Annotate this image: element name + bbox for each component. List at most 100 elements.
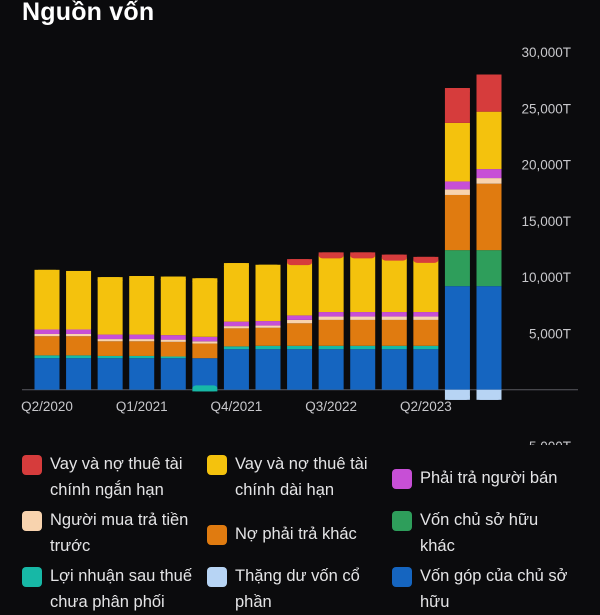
bar-segment	[350, 316, 376, 320]
bar-segment	[66, 358, 92, 390]
bar-segment	[413, 316, 439, 320]
legend-label: Người mua trả tiền trước	[50, 511, 189, 555]
bar-segment	[34, 329, 60, 334]
bar-segment	[192, 341, 218, 344]
y-tick-label: 20,000T	[521, 158, 571, 173]
legend-swatch	[207, 525, 227, 545]
y-tick-label: -5,000T	[524, 439, 571, 445]
bar-segment	[287, 345, 313, 350]
x-tick-label: Q1/2021	[116, 399, 168, 414]
legend-item-long-term-loans[interactable]: Vay và nợ thuê tài chính dài hạn	[207, 454, 392, 503]
legend-swatch	[392, 567, 412, 587]
legend-item-owner-capital[interactable]: Vốn góp của chủ sở hữu	[392, 566, 577, 615]
bar-segment	[192, 278, 218, 337]
bar-segment	[350, 349, 376, 390]
y-tick-label: 5,000T	[529, 326, 571, 341]
bar-segment	[476, 183, 502, 251]
legend-label: Vốn chủ sở hữu khác	[420, 511, 539, 555]
bar-segment	[318, 312, 344, 317]
bar-cap	[192, 385, 218, 392]
bar-segment	[129, 341, 155, 356]
bar-segment	[129, 358, 155, 390]
bar-segment	[223, 328, 249, 347]
bar-cap	[129, 276, 155, 283]
bar-segment	[476, 111, 502, 170]
bar-segment	[255, 321, 281, 326]
x-tick-label: Q2/2020	[21, 399, 73, 414]
bar-cap	[476, 393, 502, 400]
bar-segment	[381, 349, 407, 390]
bar-segment	[287, 261, 313, 316]
bar-segment	[318, 255, 344, 313]
bar-segment	[97, 277, 123, 335]
legend-item-other-liabilities[interactable]: Nợ phải trả khác	[207, 524, 392, 547]
bar-segment	[66, 270, 92, 330]
bar-segment	[223, 349, 249, 390]
legend-label: Nợ phải trả khác	[235, 525, 357, 543]
bar-segment	[444, 194, 470, 251]
legend-swatch	[22, 455, 42, 475]
bar-segment	[192, 336, 218, 342]
legend-item-retained-earnings[interactable]: Lợi nhuận sau thuế chưa phân phối	[22, 566, 207, 615]
legend-swatch	[207, 455, 227, 475]
bar-cap	[255, 264, 281, 271]
bar-segment	[160, 358, 186, 390]
bar-segment	[192, 358, 218, 390]
chart-legend: Vay và nợ thuê tài chính ngắn hạn Vay và…	[0, 440, 600, 611]
bar-segment	[287, 323, 313, 346]
legend-swatch	[392, 469, 412, 489]
legend-item-payables[interactable]: Phải trả người bán	[392, 468, 577, 491]
bar-segment	[476, 250, 502, 287]
bar-segment	[223, 321, 249, 327]
bar-segment	[160, 276, 186, 336]
legend-swatch	[22, 567, 42, 587]
bar-segment	[97, 339, 123, 342]
bar-segment	[381, 345, 407, 350]
stacked-bar-chart: 30,000T 25,000T 20,000T 15,000T 10,000T 5,000…	[21, 45, 578, 445]
bar-cap	[34, 269, 60, 276]
bar-segment	[129, 276, 155, 335]
bar-segment	[413, 349, 439, 390]
bar-cap	[444, 393, 470, 400]
bar-segment	[413, 312, 439, 317]
bar-segment	[34, 358, 60, 390]
bar-segment	[318, 349, 344, 390]
legend-swatch	[392, 511, 412, 531]
bar-segment	[318, 316, 344, 320]
bar-segment	[381, 312, 407, 317]
bar-segment	[160, 356, 186, 359]
bar-segment	[255, 327, 281, 346]
bar-segment	[129, 355, 155, 359]
bar-segment	[97, 358, 123, 390]
bar-cap	[350, 252, 376, 259]
legend-item-other-equity[interactable]: Vốn chủ sở hữu khác	[392, 510, 577, 559]
bar-segment	[381, 316, 407, 320]
legend-item-advances[interactable]: Người mua trả tiền trước	[22, 510, 207, 559]
bar-segment	[97, 334, 123, 340]
bar-segment	[444, 250, 470, 287]
legend-swatch	[207, 567, 227, 587]
bar-segment	[444, 122, 470, 182]
bar-segment	[160, 339, 186, 342]
bar-segment	[34, 269, 60, 330]
legend-label: Vay và nợ thuê tài chính dài hạn	[235, 455, 368, 499]
bar-segment	[476, 169, 502, 179]
legend-item-share-premium[interactable]: Thặng dư vốn cổ phần	[207, 566, 392, 615]
x-tick-label: Q3/2022	[305, 399, 357, 414]
bar-segment	[476, 286, 502, 390]
bar-segment	[318, 345, 344, 350]
bar-segment	[413, 345, 439, 350]
bar-segment	[381, 319, 407, 346]
legend-item-short-term-loans[interactable]: Vay và nợ thuê tài chính ngắn hạn	[22, 454, 207, 503]
bar-segment	[129, 334, 155, 340]
bar-segment	[444, 189, 470, 195]
bar-segment	[381, 258, 407, 313]
bar-segment	[350, 319, 376, 346]
bar-segment	[444, 181, 470, 190]
bar-cap	[97, 277, 123, 284]
bar-segment	[255, 264, 281, 322]
bar-segment	[66, 336, 92, 356]
bar-cap	[444, 88, 470, 95]
bar-segment	[160, 341, 186, 357]
legend-swatch	[22, 511, 42, 531]
